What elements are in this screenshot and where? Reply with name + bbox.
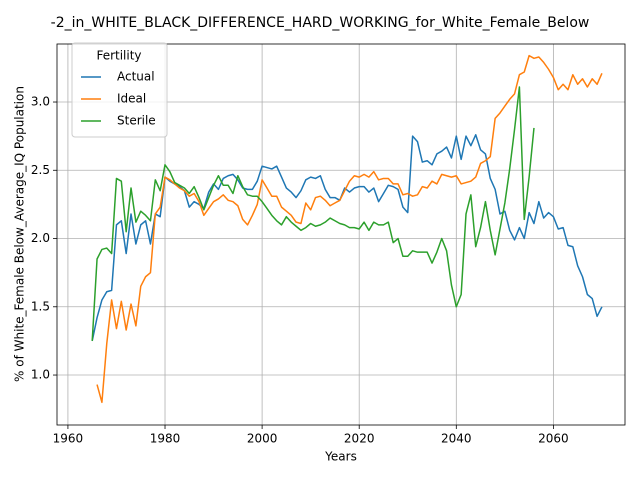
y-tick-label: 2.5 [31,163,50,177]
line-series [96,54,603,404]
x-tick-label: 2020 [344,432,375,446]
x-tick-label: 2000 [247,432,278,446]
legend: Fertility Actual Ideal Sterile [71,42,168,138]
x-tick-label: 1980 [150,432,181,446]
y-tick-label: 1.5 [31,299,50,313]
x-axis-label: Years [324,450,357,464]
line-series [91,86,535,341]
legend-label: Ideal [117,92,146,106]
legend-label: Sterile [117,114,156,128]
plot-frame [56,43,626,426]
legend-box [71,42,168,138]
y-tick-label: 2.0 [31,231,50,245]
y-tick-label: 3.0 [31,95,50,109]
x-tick-label: 2060 [538,432,569,446]
legend-label: Actual [117,70,155,84]
chart-title: -2_in_WHITE_BLACK_DIFFERENCE_HARD_WORKIN… [51,15,590,31]
y-tick-label: 1.0 [31,368,50,382]
y-axis-label: % of White_Female Below_Average_IQ Popul… [13,86,27,382]
x-tick-label: 2040 [441,432,472,446]
legend-title: Fertility [96,49,141,63]
line-series [91,134,603,342]
x-tick-label: 1960 [53,432,84,446]
